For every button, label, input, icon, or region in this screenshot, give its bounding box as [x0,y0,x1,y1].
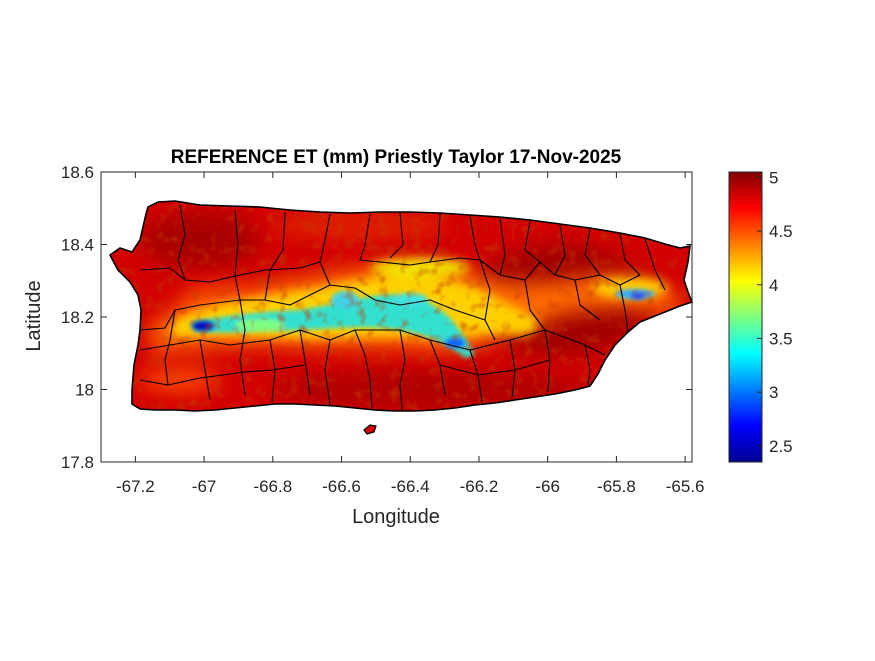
municipality-boundaries [139,204,666,411]
x-tick-label: -67.2 [116,477,155,496]
x-tick-label: -65.6 [666,477,705,496]
islet-outline [363,424,377,435]
y-tick-label: 18 [75,381,94,400]
y-tick-label: 18.4 [61,236,94,255]
colorbar-tick-label: 4 [769,276,778,295]
colorbar-ticks: 2.5 3 3.5 4 4.5 5 [757,168,793,456]
colorbar-tick-label: 4.5 [769,222,793,241]
y-tick-label: 18.6 [61,163,94,182]
x-tick-label: -66.4 [391,477,430,496]
y-axis-ticks: 17.8 18 18.2 18.4 18.6 [61,163,692,472]
x-tick-label: -66.8 [253,477,292,496]
x-axis-ticks: -67.2 -67 -66.8 -66.6 -66.4 -66.2 -66 -65.8 -65.… [116,172,705,496]
colorbar [728,171,763,463]
et-heatmap [110,201,692,411]
y-axis-label: Latitude [23,280,45,351]
colorbar-tick-label: 3.5 [769,329,793,348]
y-tick-label: 18.2 [61,308,94,327]
x-tick-label: -66.2 [460,477,499,496]
colorbar-tick-label: 3 [769,383,778,402]
y-tick-label: 17.8 [61,453,94,472]
x-tick-label: -67 [192,477,217,496]
colorbar-tick-label: 5 [769,168,778,187]
x-axis-label: Longitude [352,506,440,528]
heatmap-texture [110,201,692,411]
x-tick-label: -66.6 [322,477,361,496]
chart-title: REFERENCE ET (mm) Priestly Taylor 17-Nov… [171,147,622,168]
colorbar-tick-label: 2.5 [769,437,793,456]
x-tick-label: -66 [535,477,560,496]
x-tick-label: -65.8 [597,477,636,496]
